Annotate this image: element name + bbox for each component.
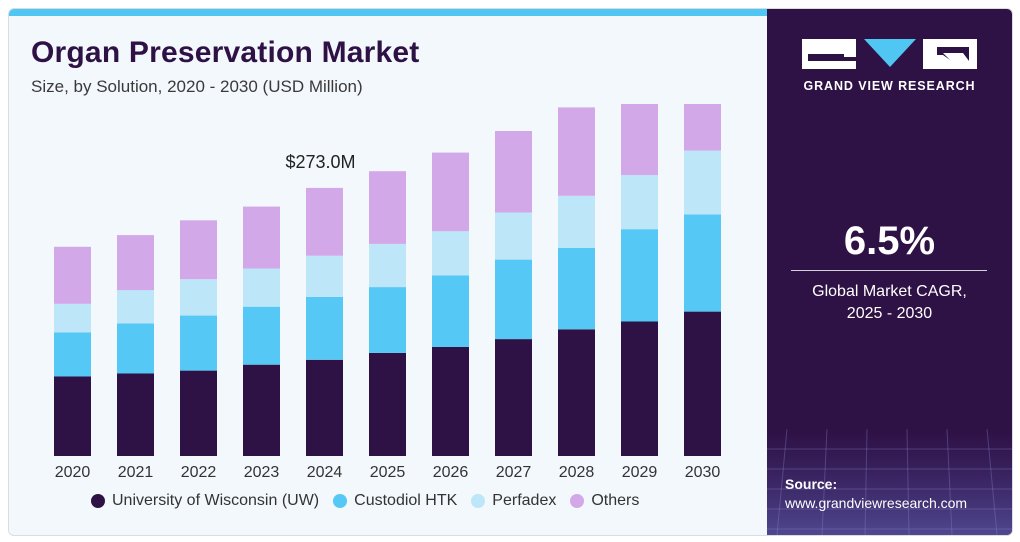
x-tick-label-2029: 2029 — [622, 464, 658, 481]
bar-segment-2027-s0 — [495, 339, 532, 456]
source-url[interactable]: www.grandviewresearch.com — [785, 495, 968, 511]
legend-swatch — [333, 494, 348, 508]
bar-segment-2028-s3 — [558, 107, 595, 196]
x-tick-label-2027: 2027 — [496, 464, 532, 481]
chart-title: Organ Preservation Market — [31, 36, 420, 69]
chart-subtitle: Size, by Solution, 2020 - 2030 (USD Mill… — [31, 77, 363, 96]
bar-segment-2024-s3 — [306, 187, 343, 256]
chart-legend: University of Wisconsin (UW) Custodiol HT… — [91, 492, 639, 510]
decorative-grid — [767, 429, 1012, 535]
legend-item-3: Others — [570, 492, 639, 510]
bar-segment-2023-s1 — [243, 306, 280, 365]
bar-segment-2021-s1 — [117, 323, 154, 374]
bar-segment-2024-s0 — [306, 359, 343, 456]
divider — [791, 270, 987, 271]
x-tick-label-2030: 2030 — [685, 464, 721, 481]
bar-segment-2029-s2 — [621, 175, 658, 230]
bar-segment-2029-s1 — [621, 229, 658, 322]
x-tick-label-2022: 2022 — [181, 464, 217, 481]
bar-segment-2024-s2 — [306, 255, 343, 297]
bar-segment-2023-s3 — [243, 206, 280, 269]
bar-segment-2020-s3 — [54, 246, 91, 304]
bar-segment-2023-s2 — [243, 268, 280, 307]
bar-segment-2028-s2 — [558, 195, 595, 248]
bar-segment-2021-s0 — [117, 373, 154, 456]
bar-segment-2030-s3 — [684, 104, 721, 151]
legend-item-2: Perfadex — [471, 492, 556, 510]
bar-segment-2022-s0 — [180, 370, 217, 456]
chart-panel: Organ Preservation Market Size, by Solut… — [9, 9, 767, 535]
bar-segment-2029-s0 — [621, 321, 658, 456]
bar-segment-2022-s2 — [180, 279, 217, 316]
legend-label: Perfadex — [492, 492, 557, 509]
bar-segment-2030-s0 — [684, 311, 721, 456]
bar-segment-2026-s0 — [432, 347, 469, 456]
bar-segment-2023-s0 — [243, 364, 280, 456]
bar-segment-2027-s3 — [495, 131, 532, 213]
bar-segment-2021-s2 — [117, 290, 154, 324]
bar-segment-2028-s0 — [558, 329, 595, 456]
legend-label: Custodiol HTK — [354, 492, 458, 509]
bar-segment-2024-s1 — [306, 296, 343, 360]
cagr-value: 6.5% — [843, 219, 936, 263]
bar-segment-2025-s1 — [369, 287, 406, 353]
accent-bar — [9, 9, 767, 16]
cagr-label-line1: Global Market CAGR, — [812, 283, 967, 300]
grand-view-research-logo: GRAND VIEW RESEARCH — [797, 39, 982, 93]
cagr-label-line2: 2025 - 2030 — [846, 305, 933, 322]
infographic-card: Organ Preservation Market Size, by Solut… — [8, 8, 1013, 536]
bar-segment-2025-s0 — [369, 352, 406, 456]
x-tick-label-2026: 2026 — [433, 464, 469, 481]
legend-label: University of Wisconsin (UW) — [112, 492, 320, 509]
bar-segment-2030-s1 — [684, 214, 721, 312]
bar-segment-2026-s2 — [432, 231, 469, 276]
bar-segment-2027-s2 — [495, 212, 532, 260]
legend-item-1: Custodiol HTK — [333, 492, 457, 510]
logo-icon — [802, 39, 977, 69]
bar-segment-2022-s1 — [180, 315, 217, 371]
bar-segment-2025-s2 — [369, 243, 406, 288]
x-tick-label-2028: 2028 — [559, 464, 595, 481]
bar-segment-2027-s1 — [495, 259, 532, 340]
bar-segment-2020-s2 — [54, 303, 91, 333]
source-label: Source: — [785, 476, 838, 492]
stacked-bar-chart: 2020 2021 2022 2023 2024 $273.0M 2025 2026 2027 2… — [54, 104, 721, 481]
x-tick-label-2024: 2024 — [307, 464, 343, 481]
legend-item-0: University of Wisconsin (UW) — [91, 492, 319, 510]
bar-segment-2022-s3 — [180, 220, 217, 280]
legend-label: Others — [591, 492, 640, 509]
bar-segment-2025-s3 — [369, 171, 406, 244]
x-tick-label-2023: 2023 — [244, 464, 280, 481]
x-tick-label-2020: 2020 — [55, 464, 91, 481]
brand-name: GRAND VIEW RESEARCH — [803, 79, 976, 93]
bar-segment-2026-s1 — [432, 275, 469, 347]
annotation-2024: $273.0M — [285, 152, 355, 172]
bar-segment-2028-s1 — [558, 247, 595, 330]
bar-segment-2029-s3 — [621, 104, 658, 176]
x-tick-label-2021: 2021 — [118, 464, 154, 481]
bar-segment-2020-s0 — [54, 376, 91, 456]
bar-segment-2030-s2 — [684, 150, 721, 215]
bar-segment-2020-s1 — [54, 332, 91, 377]
bar-segment-2021-s3 — [117, 235, 154, 291]
legend-swatch — [570, 494, 585, 508]
bar-segment-2026-s3 — [432, 152, 469, 232]
x-tick-label-2025: 2025 — [370, 464, 406, 481]
legend-swatch — [471, 494, 486, 508]
legend-swatch — [91, 494, 105, 508]
brand-panel: GRAND VIEW RESEARCH 6.5% Global Market C… — [767, 9, 1012, 535]
cagr-label: Global Market CAGR, 2025 - 2030 — [767, 281, 1012, 325]
